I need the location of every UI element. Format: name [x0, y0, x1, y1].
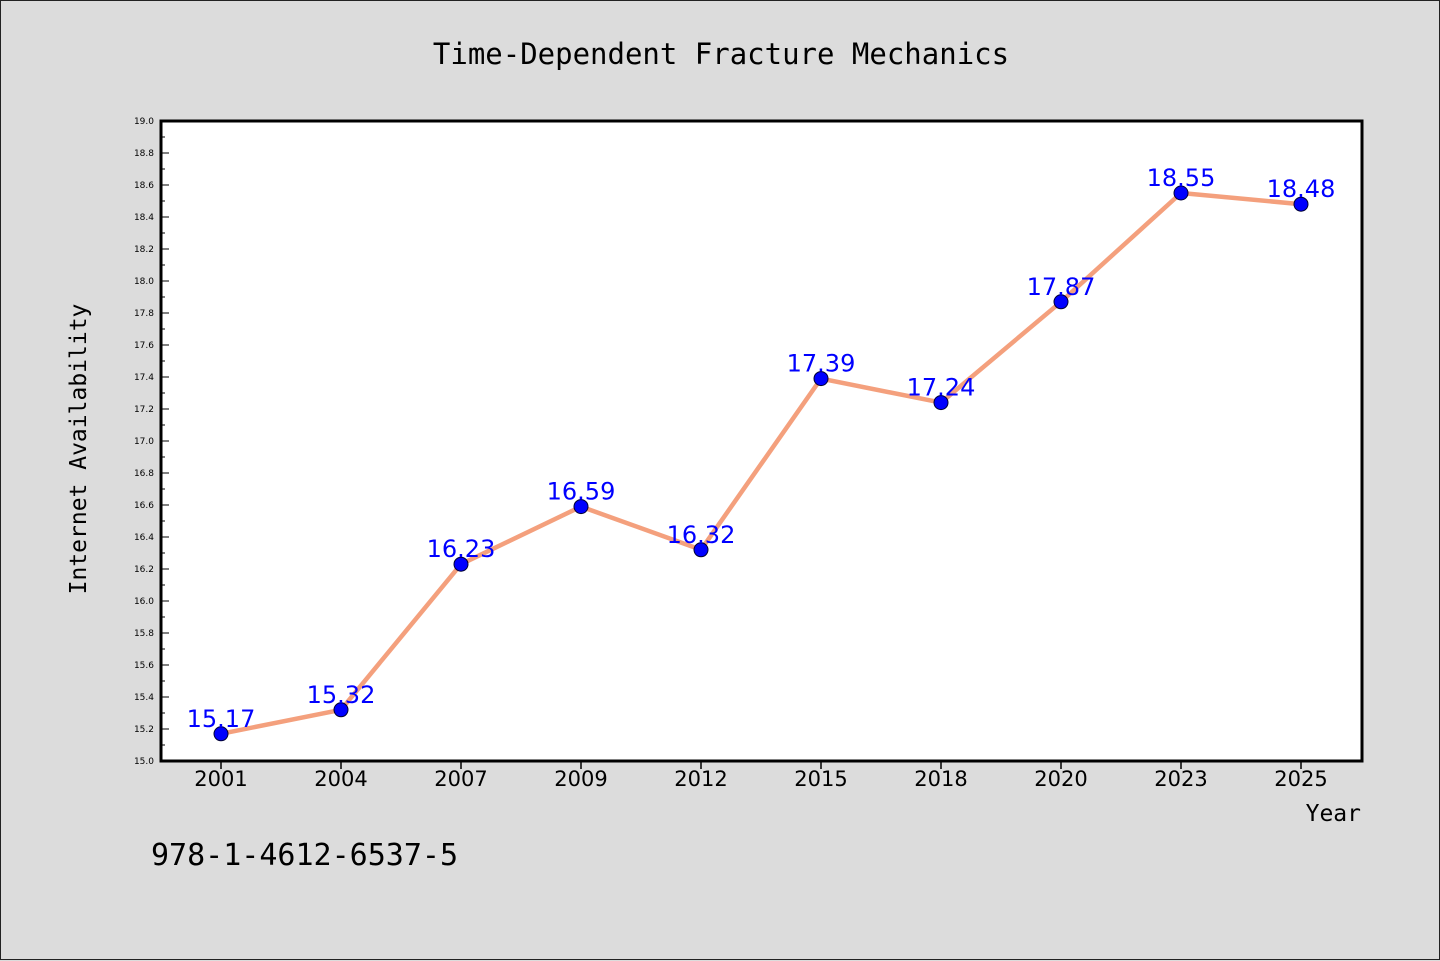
y-tick-label: 16.8 [134, 469, 154, 479]
y-tick-label: 17.8 [134, 309, 154, 319]
y-tick-label: 15.2 [134, 725, 154, 735]
x-tick-label: 2004 [314, 767, 367, 791]
series-line [218, 190, 1304, 737]
footnote-isbn: 978-1-4612-6537-5 [151, 838, 458, 873]
chart-title: Time-Dependent Fracture Mechanics [433, 37, 1009, 71]
data-label: 17.39 [787, 350, 856, 378]
y-tick-label: 15.0 [134, 757, 154, 767]
x-axis-label: Year [1306, 801, 1361, 827]
y-tick-label: 17.6 [134, 341, 154, 351]
y-tick-label: 16.6 [134, 501, 154, 511]
y-tick-label: 16.2 [134, 565, 154, 575]
data-label: 15.32 [307, 681, 376, 709]
x-tick-label: 2009 [554, 767, 607, 791]
data-point [333, 702, 349, 718]
data-label: 18.48 [1267, 175, 1336, 203]
x-tick-label: 2018 [914, 767, 967, 791]
data-point [1173, 185, 1189, 201]
data-label: 16.23 [427, 535, 496, 563]
data-points [213, 185, 1309, 742]
data-point [813, 371, 829, 387]
data-label: 16.32 [667, 521, 736, 549]
y-tick-label: 15.4 [134, 693, 154, 703]
x-tick-label: 2001 [194, 767, 247, 791]
data-point [213, 726, 229, 742]
data-label: 17.24 [907, 374, 976, 402]
y-tick-label: 19.0 [134, 117, 154, 127]
data-point [573, 499, 589, 515]
data-label: 18.55 [1147, 164, 1216, 192]
y-tick-label: 18.2 [134, 245, 154, 255]
y-tick-label: 18.4 [134, 213, 154, 223]
data-point [453, 556, 469, 572]
x-tick-label: 2015 [794, 767, 847, 791]
y-tick-label: 18.8 [134, 149, 154, 159]
data-point [933, 395, 949, 411]
plot-area [159, 119, 1364, 763]
data-point [1293, 196, 1309, 212]
data-point [1053, 294, 1069, 310]
y-axis: 15.0 15.2 15.4 15.6 15.8 16.0 16.2 16.4 16.6 16.8… [134, 117, 169, 767]
y-tick-label: 16.0 [134, 597, 154, 607]
y-tick-label: 18.0 [134, 277, 154, 287]
data-labels: 15.17 15.32 16.23 16.59 16.32 17.39 17.24 17.87… [187, 164, 1336, 733]
y-tick-label: 17.4 [134, 373, 154, 383]
data-label: 16.59 [547, 478, 616, 506]
x-tick-label: 2020 [1034, 767, 1087, 791]
data-point [693, 542, 709, 558]
y-tick-label: 16.4 [134, 533, 154, 543]
y-tick-label: 15.8 [134, 629, 154, 639]
y-axis-label: Internet Availability [66, 304, 92, 595]
y-tick-label: 15.6 [134, 661, 154, 671]
x-axis: 2001 2004 2007 2009 2012 2015 2018 2020 2023 2025 [194, 761, 1328, 791]
x-tick-label: 2012 [674, 767, 727, 791]
x-tick-label: 2023 [1154, 767, 1207, 791]
x-tick-label: 2007 [434, 767, 487, 791]
data-label: 17.87 [1027, 273, 1096, 301]
data-label: 15.17 [187, 705, 256, 733]
y-tick-label: 17.0 [134, 437, 154, 447]
y-tick-label: 17.2 [134, 405, 154, 415]
y-tick-label: 18.6 [134, 181, 154, 191]
x-tick-label: 2025 [1274, 767, 1327, 791]
